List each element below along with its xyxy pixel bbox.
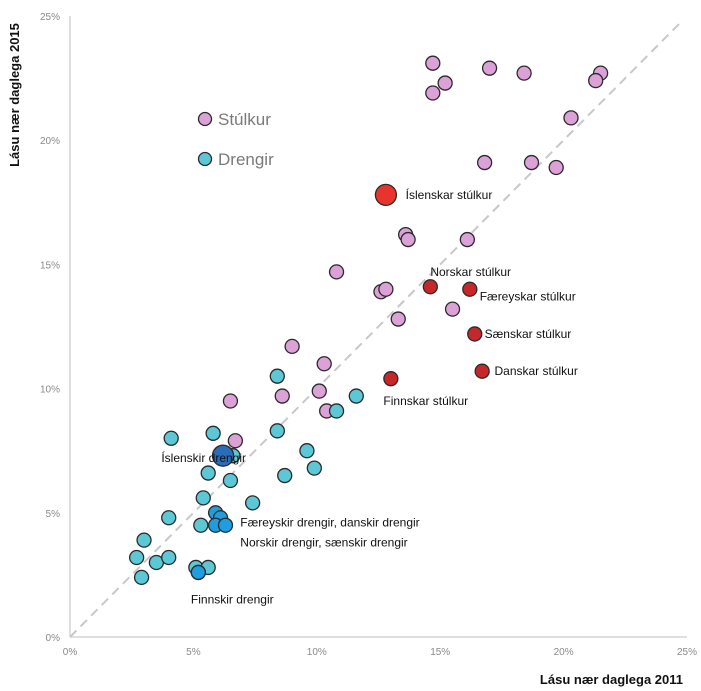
annotation-faereyskir-drengir-danskir-drengir: Færeyskir drengir, danskir drengir: [240, 516, 419, 530]
y-tick-label: 20%: [40, 136, 60, 147]
annotation-faereyskar-stulkur: Færeyskar stúlkur: [480, 290, 576, 304]
point-stulkur: [311, 383, 327, 399]
legend-marker-stulkur: [197, 111, 213, 127]
point-stulkur: [548, 159, 564, 176]
point-stulkur: [328, 264, 345, 280]
point-drengir: [161, 549, 177, 566]
point-stulkur: [516, 65, 532, 81]
point-drengir: [193, 517, 209, 533]
point-drengir: [133, 569, 150, 586]
annotation-norskir-drengir-saenskir-drengir: Norskir drengir, sænskir drengir: [240, 536, 407, 550]
annotation-finnskar-stulkur: Finnskar stúlkur: [383, 394, 468, 408]
annotation-saenskar-stulkur: Sænskar stúlkur: [485, 327, 572, 341]
point-drengir: [128, 549, 145, 566]
highlighted-points: [190, 183, 490, 581]
tick-labels: 0% 5% 10% 15% 20% 25% 0% 5% 10% 15% 20% 25%: [40, 12, 697, 658]
point-stulkur: [444, 301, 461, 317]
point-stulkur: [425, 85, 441, 101]
point-drengir: [277, 467, 293, 484]
annotation-finnskir-drengir: Finnskir drengir: [191, 593, 274, 607]
annotation-norskar-stulkur: Norskar stúlkur: [430, 265, 511, 279]
point-drengir: [299, 443, 315, 459]
y-tick-label: 15%: [40, 260, 60, 271]
axes: [69, 16, 687, 638]
point-stulkur: [274, 388, 290, 404]
y-axis-title: Lásu nær daglega 2015: [7, 23, 22, 167]
point-drengir: [269, 423, 285, 439]
point-stulkur: [390, 311, 406, 327]
point-drengir: [136, 532, 152, 548]
point-islenskar-stulkur: [374, 183, 398, 206]
point-stulkur: [222, 393, 239, 409]
point-drengir: [328, 403, 345, 419]
diagonal-reference-line: [69, 22, 681, 638]
point-stulkur: [481, 60, 498, 76]
x-tick-label: 10%: [307, 647, 327, 658]
point-drengir: [348, 388, 364, 404]
point-stulkur: [523, 154, 540, 171]
point-stulkur: [588, 72, 604, 89]
y-tick-label: 0%: [46, 633, 61, 644]
legend: Stúlkur Drengir: [197, 110, 274, 169]
x-tick-label: 15%: [430, 647, 450, 658]
x-tick-label: 20%: [554, 647, 574, 658]
point-stulkur: [227, 433, 244, 449]
point-stulkur: [400, 231, 416, 248]
point-saenskir-drengir: [217, 517, 234, 533]
point-drengir: [244, 495, 261, 511]
point-stulkur: [316, 356, 332, 372]
point-finnskar-stulkur: [383, 371, 399, 387]
legend-label-stulkur: Stúlkur: [218, 110, 271, 129]
point-drengir: [222, 472, 239, 489]
legend-label-drengir: Drengir: [218, 150, 274, 169]
point-stulkur: [284, 338, 300, 355]
annotations: Íslenskar stúlkur Norskar stúlkur Færeyska…: [161, 187, 578, 607]
y-tick-label: 25%: [40, 12, 60, 23]
point-drengir: [200, 465, 216, 481]
legend-marker-drengir: [197, 151, 213, 167]
x-tick-label: 25%: [677, 647, 697, 658]
point-stulkur: [378, 281, 394, 297]
annotation-islenskir-drengir: Íslenskir drengir: [161, 450, 246, 465]
point-drengir: [205, 425, 221, 441]
point-drengir: [163, 430, 179, 446]
point-faereyskar-stulkur: [462, 281, 478, 297]
point-stulkur: [459, 231, 475, 248]
data-points: [128, 55, 609, 586]
x-tick-label: 0%: [63, 647, 78, 658]
x-axis-title: Lásu nær daglega 2011: [540, 672, 683, 687]
point-danskar-stulkur: [474, 363, 490, 379]
point-islenskir-drengir: [211, 444, 235, 467]
annotation-islenskar-stulkur: Íslenskar stúlkur: [406, 187, 493, 202]
point-finnskir-drengir: [190, 564, 206, 581]
point-stulkur: [476, 154, 493, 171]
point-drengir: [195, 490, 211, 506]
point-stulkur: [563, 110, 579, 126]
point-stulkur: [437, 75, 453, 91]
point-drengir: [269, 368, 285, 384]
x-tick-label: 5%: [186, 647, 201, 658]
point-drengir: [306, 460, 322, 476]
point-saenskar-stulkur: [467, 326, 483, 342]
annotation-danskar-stulkur: Danskar stúlkur: [494, 364, 577, 378]
y-tick-label: 10%: [40, 385, 60, 396]
y-tick-label: 5%: [46, 509, 61, 520]
point-drengir: [161, 510, 177, 526]
point-stulkur: [425, 55, 441, 71]
point-norskar-stulkur: [422, 279, 438, 295]
